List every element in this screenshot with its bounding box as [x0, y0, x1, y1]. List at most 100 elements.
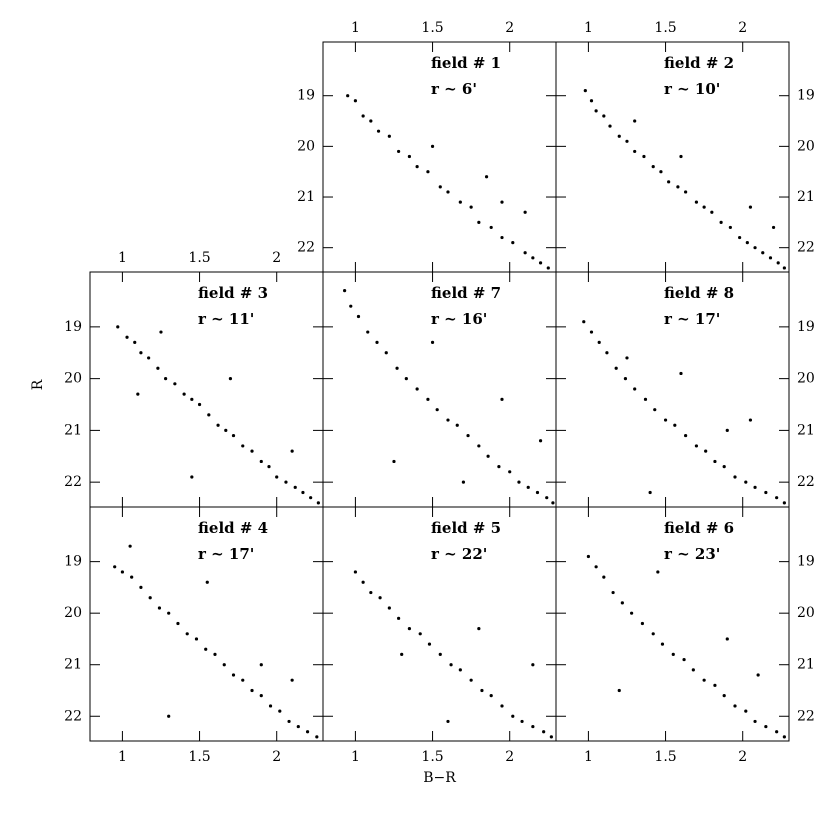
point [194, 637, 199, 641]
point [116, 325, 120, 329]
point [605, 351, 609, 355]
point [614, 366, 618, 370]
point [427, 642, 432, 646]
y-tick-label: 20 [64, 605, 82, 621]
point [771, 225, 776, 230]
point [278, 709, 282, 713]
point [136, 392, 140, 396]
point [776, 261, 780, 265]
point [159, 330, 163, 334]
point [426, 170, 430, 174]
x-tick-label: 1 [118, 749, 127, 765]
annotation: r ~ 10' [664, 80, 720, 98]
point [586, 554, 591, 559]
point [446, 418, 450, 422]
point [713, 683, 717, 687]
point [167, 714, 171, 718]
point [369, 590, 373, 595]
point [415, 387, 419, 391]
point [648, 490, 652, 495]
point [290, 678, 294, 682]
panel-frame [89, 271, 324, 508]
point [224, 428, 228, 432]
point [500, 200, 504, 204]
point [753, 246, 757, 250]
x-tick-label: 2 [272, 250, 281, 266]
x-tick-label: 1.5 [188, 749, 210, 765]
point [231, 673, 236, 677]
point [611, 590, 615, 595]
point [284, 480, 288, 484]
point [356, 314, 361, 319]
point [216, 423, 220, 427]
point [438, 185, 442, 189]
point [602, 575, 606, 579]
annotation: r ~ 6' [431, 80, 477, 98]
point [204, 647, 208, 651]
y-tick-label: 19 [797, 319, 815, 335]
point [387, 606, 391, 610]
point [190, 475, 194, 479]
point [659, 170, 663, 174]
point [392, 459, 396, 464]
point [625, 139, 629, 143]
point [259, 694, 263, 698]
point [538, 261, 543, 265]
x-tick-label: 2 [505, 749, 514, 765]
point [182, 392, 186, 396]
point [197, 402, 202, 407]
point [551, 501, 555, 505]
point [782, 735, 786, 739]
y-tick-label: 22 [797, 474, 815, 490]
point [753, 485, 757, 489]
point [508, 470, 512, 474]
x-tick-label: 1 [351, 20, 360, 36]
point [608, 124, 612, 128]
annotation: r ~ 11' [198, 310, 254, 328]
point [694, 444, 699, 448]
point [500, 397, 504, 401]
annotation: field # 2 [664, 54, 734, 72]
point [660, 642, 665, 646]
panel-frame [89, 506, 324, 742]
point [630, 611, 634, 615]
point [549, 735, 553, 739]
point [764, 490, 768, 495]
point [744, 480, 748, 484]
point [694, 200, 699, 204]
point [542, 730, 546, 734]
point [738, 235, 742, 240]
x-tick-label: 1.5 [654, 749, 676, 765]
point [435, 408, 439, 412]
point [546, 266, 550, 270]
point [768, 256, 773, 260]
point [125, 335, 129, 339]
point [594, 565, 598, 569]
point [764, 724, 768, 729]
point [713, 459, 717, 464]
point [228, 377, 233, 381]
panel-frame [322, 506, 557, 742]
point [369, 119, 373, 123]
y-tick-label: 19 [64, 554, 82, 570]
point [466, 433, 470, 438]
point [633, 387, 637, 391]
point [745, 241, 749, 245]
y-tick-label: 21 [297, 189, 315, 205]
point [415, 165, 419, 169]
annotation: r ~ 16' [431, 310, 487, 328]
point [684, 190, 688, 194]
point [753, 719, 757, 724]
panel-frame [322, 41, 557, 273]
point [702, 205, 706, 209]
point [531, 663, 535, 667]
x-tick-label: 1 [584, 20, 593, 36]
y-axis-label: R [30, 379, 46, 390]
point [259, 663, 263, 667]
point [640, 621, 645, 626]
point [602, 114, 606, 118]
point [139, 585, 143, 590]
point [384, 351, 388, 355]
point [293, 485, 297, 489]
